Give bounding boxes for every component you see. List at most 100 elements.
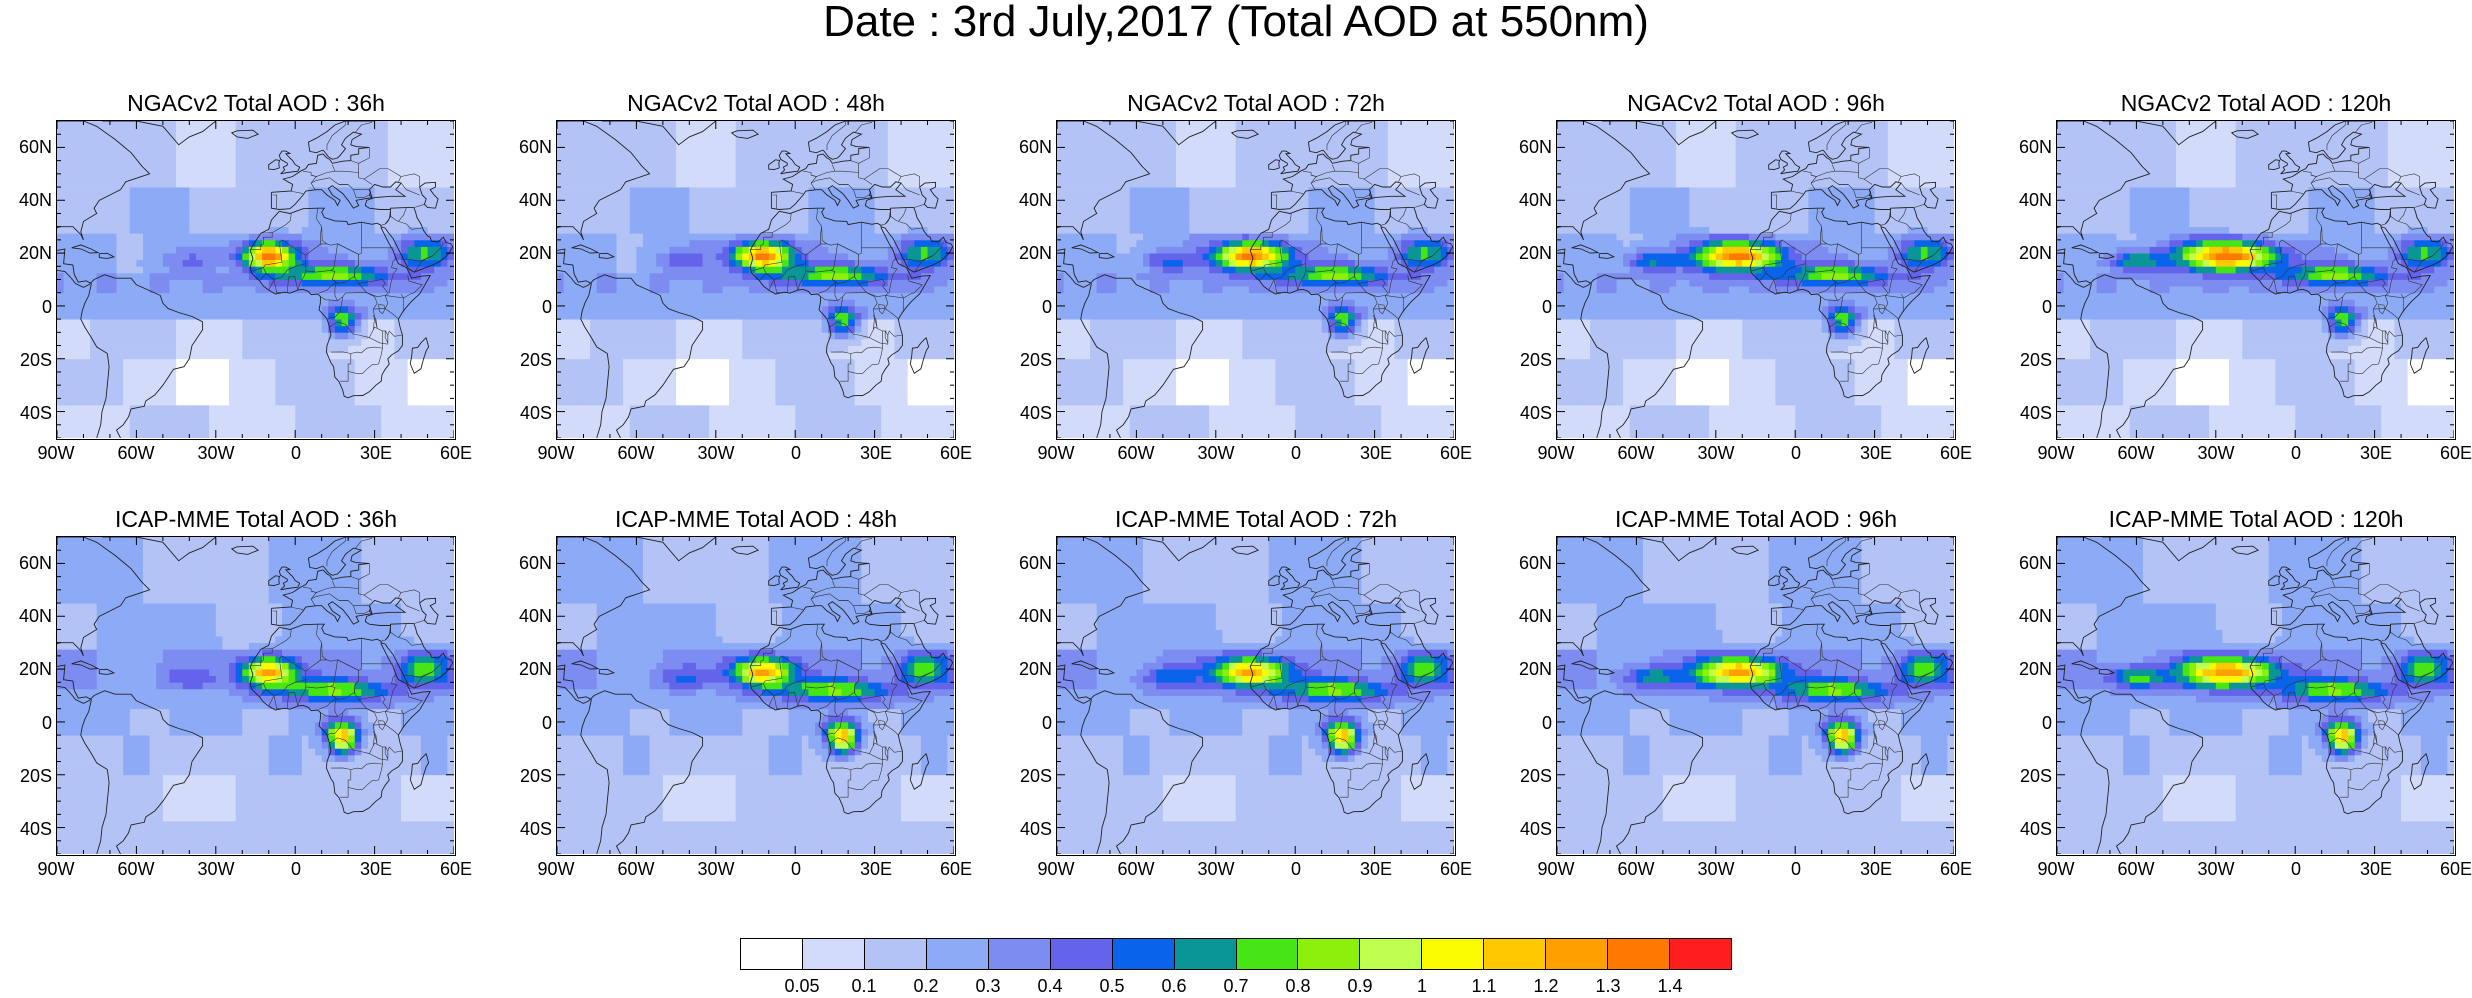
latitude-tick-label: 40S [2020, 820, 2052, 838]
latitude-tick-label: 0 [1042, 714, 1052, 732]
longitude-tick-label: 30E [1860, 859, 1892, 879]
colorbar-swatch [1546, 939, 1608, 969]
longitude-tick-label: 30W [2197, 859, 2234, 879]
longitude-tick-label: 90W [2037, 443, 2074, 463]
latitude-tick-label: 60N [1019, 138, 1052, 156]
latitude-tick-label: 40S [1020, 404, 1052, 422]
colorbar-label: 0.9 [1347, 976, 1372, 996]
colorbar-label: 0.6 [1161, 976, 1186, 996]
latitude-tick-label: 20N [1519, 244, 1552, 262]
latitude-tick-label: 0 [1542, 714, 1552, 732]
latitude-tick-label: 40N [1019, 191, 1052, 209]
colorbar-label: 0.05 [784, 976, 819, 996]
longitude-tick-label: 60E [1440, 859, 1472, 879]
colorbar-label: 1 [1417, 976, 1427, 996]
latitude-tick-label: 20N [19, 244, 52, 262]
longitude-tick-label: 90W [1537, 443, 1574, 463]
longitude-tick-label: 60W [617, 443, 654, 463]
colorbar-swatch [1360, 939, 1422, 969]
latitude-tick-label: 60N [19, 554, 52, 572]
longitude-tick-label: 0 [291, 859, 301, 879]
colorbar-swatch [1484, 939, 1546, 969]
longitude-tick-label: 90W [537, 443, 574, 463]
longitude-tick-label: 30W [697, 443, 734, 463]
latitude-tick-label: 20S [520, 351, 552, 369]
longitude-tick-label: 60W [1617, 443, 1654, 463]
latitude-tick-label: 60N [2019, 554, 2052, 572]
colorbar-swatch [927, 939, 989, 969]
map-frame [1556, 120, 1956, 440]
aod-field [2057, 537, 2454, 854]
colorbar-swatch [989, 939, 1051, 969]
aod-map [57, 121, 454, 438]
longitude-tick-label: 60E [440, 443, 472, 463]
longitude-tick-label: 60W [2117, 443, 2154, 463]
latitude-tick-label: 20S [1020, 351, 1052, 369]
latitude-tick-label: 0 [542, 714, 552, 732]
latitude-tick-label: 40N [519, 607, 552, 625]
latitude-tick-label: 40N [19, 191, 52, 209]
map-frame [2056, 536, 2456, 856]
latitude-tick-label: 0 [2042, 298, 2052, 316]
longitude-tick-label: 60W [1617, 859, 1654, 879]
aod-map [1557, 537, 1954, 854]
panel-title: NGACv2 Total AOD : 96h [1556, 88, 1956, 118]
longitude-tick-label: 0 [1291, 443, 1301, 463]
aod-map [2057, 537, 2454, 854]
longitude-tick-label: 30E [1860, 443, 1892, 463]
latitude-tick-label: 0 [2042, 714, 2052, 732]
panel-title: NGACv2 Total AOD : 72h [1056, 88, 1456, 118]
longitude-tick-label: 60W [1117, 443, 1154, 463]
aod-map [57, 537, 454, 854]
colorbar-label: 0.8 [1285, 976, 1310, 996]
panel-title: NGACv2 Total AOD : 48h [556, 88, 956, 118]
map-frame [2056, 120, 2456, 440]
latitude-tick-label: 20S [520, 767, 552, 785]
longitude-tick-label: 60W [1117, 859, 1154, 879]
colorbar-label: 1.4 [1657, 976, 1682, 996]
aod-map [557, 121, 954, 438]
colorbar-swatch [1298, 939, 1360, 969]
panel-title: NGACv2 Total AOD : 36h [56, 88, 456, 118]
latitude-tick-label: 40S [1020, 820, 1052, 838]
longitude-tick-label: 0 [2291, 443, 2301, 463]
aod-field [1557, 121, 1954, 438]
latitude-tick-label: 40N [19, 607, 52, 625]
map-frame [1056, 536, 1456, 856]
longitude-tick-label: 30W [1697, 443, 1734, 463]
latitude-tick-label: 60N [519, 138, 552, 156]
latitude-tick-label: 0 [42, 298, 52, 316]
latitude-tick-label: 20N [19, 660, 52, 678]
longitude-tick-label: 90W [1037, 859, 1074, 879]
colorbar-swatch [741, 939, 803, 969]
longitude-tick-label: 60W [117, 859, 154, 879]
longitude-tick-label: 30E [360, 859, 392, 879]
longitude-tick-label: 30E [2360, 859, 2392, 879]
map-frame [1056, 120, 1456, 440]
panel-title: ICAP-MME Total AOD : 36h [56, 504, 456, 534]
aod-map [2057, 121, 2454, 438]
latitude-tick-label: 20N [2019, 660, 2052, 678]
aod-map [1057, 537, 1454, 854]
aod-map [1557, 121, 1954, 438]
colorbar-label: 1.2 [1533, 976, 1558, 996]
latitude-tick-label: 40N [1019, 607, 1052, 625]
panel-title: ICAP-MME Total AOD : 48h [556, 504, 956, 534]
latitude-tick-label: 60N [1519, 138, 1552, 156]
colorbar-swatch [1670, 939, 1731, 969]
aod-field [1057, 537, 1454, 854]
longitude-tick-label: 60W [117, 443, 154, 463]
